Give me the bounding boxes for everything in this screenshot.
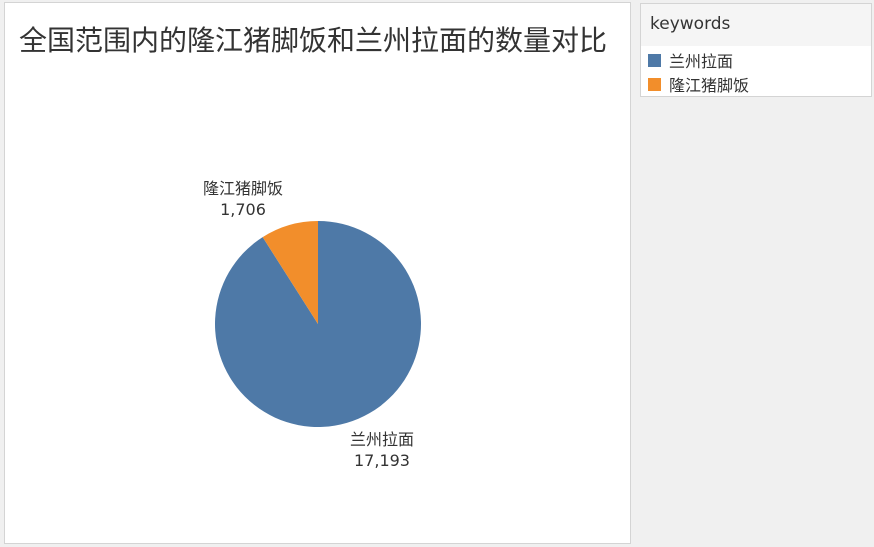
slice-label-longjiang: 隆江猪脚饭 1,706	[188, 178, 298, 220]
chart-title: 全国范围内的隆江猪脚饭和兰州拉面的数量对比	[19, 24, 608, 57]
slice-value-lanzhou: 17,193	[354, 451, 410, 470]
pie-slice-longjiang[interactable]	[262, 221, 318, 324]
legend[interactable]: keywords 兰州拉面 隆江猪脚饭	[640, 3, 872, 97]
legend-item-lanzhou[interactable]: 兰州拉面	[648, 49, 733, 71]
legend-header	[641, 4, 871, 46]
slice-category-lanzhou: 兰州拉面	[349, 430, 414, 449]
slice-label-lanzhou: 兰州拉面 17,193	[327, 429, 437, 471]
legend-label-longjiang: 隆江猪脚饭	[669, 76, 750, 95]
chart-panel: 全国范围内的隆江猪脚饭和兰州拉面的数量对比 兰州拉面 17,193 隆江猪脚饭 …	[4, 2, 631, 544]
legend-label-lanzhou: 兰州拉面	[669, 52, 734, 71]
slice-category-longjiang: 隆江猪脚饭	[202, 179, 283, 198]
pie-chart	[214, 221, 421, 427]
legend-item-longjiang[interactable]: 隆江猪脚饭	[648, 73, 749, 95]
slice-value-longjiang: 1,706	[220, 200, 266, 219]
legend-swatch-lanzhou	[648, 53, 661, 67]
legend-title: keywords	[650, 14, 731, 34]
legend-swatch-longjiang	[648, 77, 661, 91]
